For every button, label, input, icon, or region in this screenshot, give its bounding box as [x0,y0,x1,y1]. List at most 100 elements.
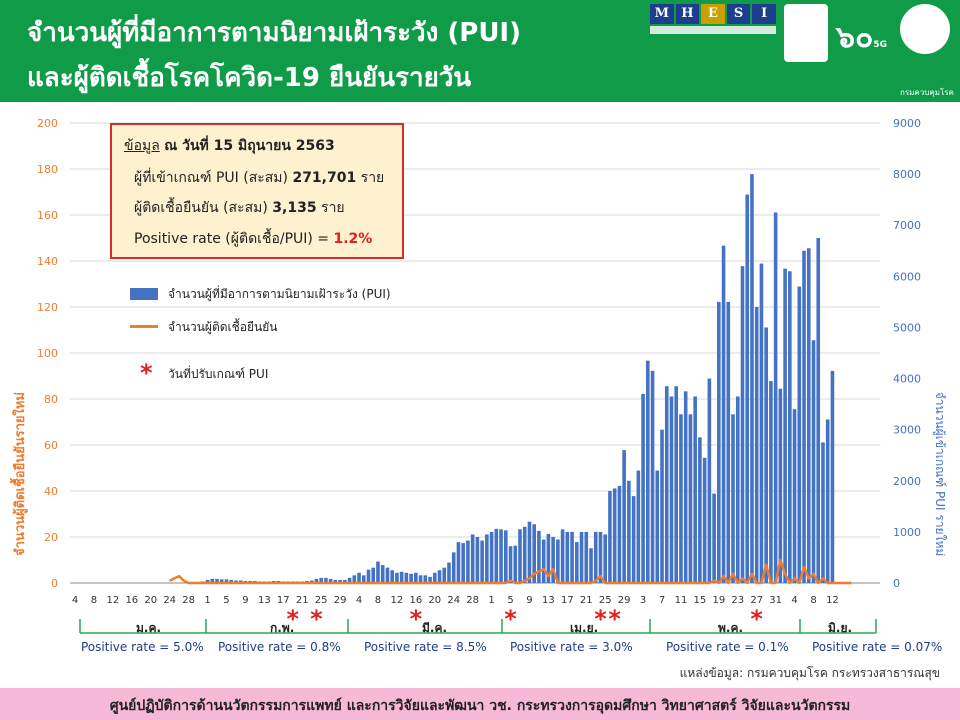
positive-rate-feb: Positive rate = 0.8% [218,640,341,654]
pui-bar [712,493,716,583]
pui-bar [357,572,361,583]
x-tick-label: 13 [542,595,555,606]
pui-bar [366,569,371,583]
pui-bar [802,250,806,583]
pui-bar [475,537,480,583]
x-tick-label: 4 [72,595,78,606]
y-tick-left: 200 [37,117,58,130]
x-tick-label: 21 [296,595,309,606]
x-tick-label: 28 [182,595,195,606]
pui-bar [830,370,835,583]
ddc-logo [900,4,950,54]
x-tick-label: 31 [769,595,782,606]
pui-bar [792,409,797,583]
pui-bar [432,572,437,583]
pui-bar [442,567,447,583]
pui-bar [494,528,499,583]
y-tick-right: 5000 [893,321,921,334]
x-tick-label: 20 [144,595,157,606]
pui-bar [546,533,551,583]
pui-bar [565,531,570,583]
confirmed-line-path [169,558,852,585]
pui-bar [693,396,697,583]
pui-bar [376,561,380,583]
pui-bar [646,360,650,583]
pui-bar [428,576,432,583]
pui-bar [219,579,224,583]
pui-bar [456,542,461,583]
mhesi-letter: I [752,4,776,24]
pui-bar [551,537,555,583]
summary-info-box: ข้อมูล ณ วันที่ 15 มิถุนายน 2563 ผู้ที่เ… [110,123,404,259]
month-label-mar: มี.ค. [422,621,448,635]
mhesi-letter: S [726,4,751,24]
y-tick-right: 2000 [893,475,921,488]
pui-bar [593,531,598,583]
pui-bar [584,531,589,583]
pui-bar [210,578,215,583]
pui-bar [234,580,238,583]
x-tick-label: 16 [409,595,422,606]
pui-bar [489,531,494,583]
page-title: จำนวนผู้ที่มีอาการตามนิยามเฝ้าระวัง (PUI… [27,18,521,48]
footer-bar: ศูนย์ปฏิบัติการด้านนวัตกรรมการแพทย์ และก… [0,688,960,720]
pui-bar [532,524,536,583]
month-label-jun: มิ.ย. [828,621,853,635]
x-tick-label: 29 [334,595,347,606]
x-tick-label: 9 [242,595,248,606]
positive-rate-jan: Positive rate = 5.0% [81,640,204,654]
pui-bar [404,572,409,583]
y-tick-left: 0 [51,577,58,590]
x-tick-label: 1 [488,595,494,606]
pui-bar [679,414,683,583]
y-tick-right: 6000 [893,270,921,283]
pui-bar [314,578,319,583]
x-tick-label: 4 [356,595,362,606]
pui-bar [414,572,418,583]
y-tick-right: 4000 [893,373,921,386]
x-tick-label: 23 [731,595,744,606]
info-date-line: ข้อมูล ณ วันที่ 15 มิถุนายน 2563 [124,138,335,154]
y-tick-right: 3000 [893,424,921,437]
x-tick-label: 21 [580,595,593,606]
pui-bar [395,572,399,583]
pui-bar [556,539,560,583]
header-banner: จำนวนผู้ที่มีอาการตามนิยามเฝ้าระวัง (PUI… [0,0,960,102]
pui-bar [205,579,210,583]
pui-bar [778,388,783,583]
pui-bar [788,271,792,583]
star-icon: * [286,605,299,633]
pui-bar [731,414,735,583]
y-tick-left: 180 [37,163,58,176]
pui-bar [631,496,636,583]
x-tick-label: 27 [750,595,763,606]
pui-bar [608,491,612,583]
x-tick-label: 15 [694,595,707,606]
star-icon: * [608,605,621,633]
left-axis-ticks: 0 20 40 60 80 100 120 140 160 180 200 [37,117,58,590]
pui-bar [503,530,508,583]
x-tick-label: 17 [561,595,574,606]
pui-bar [589,548,593,583]
pui-bar [750,174,754,583]
pui-bar [650,370,655,583]
info-confirmed-line: ผู้ติดเชื้อยืนยัน (สะสม) 3,135 ราย [134,200,345,216]
pui-bar [423,575,428,583]
x-tick-label: 4 [791,595,797,606]
x-tick-label: 8 [375,595,381,606]
legend-line-swatch [130,325,158,328]
pui-bar [537,530,541,583]
pui-bar [816,238,821,583]
footer-text: ศูนย์ปฏิบัติการด้านนวัตกรรมการแพทย์ และก… [109,698,851,714]
logo-5g: ๖๐5G [836,20,888,55]
confirmed-line [169,558,852,585]
mhesi-logo: M H E S I [650,4,776,24]
pui-bar [380,565,385,583]
y-tick-left: 60 [44,439,58,452]
page-subtitle: และผู้ติดเชื้อโรคโควิด-19 ยืนยันรายวัน [27,63,472,93]
positive-rate-mar: Positive rate = 8.5% [364,640,487,654]
x-tick-label: 8 [810,595,816,606]
pui-bar [754,307,759,583]
x-tick-label: 5 [507,595,513,606]
